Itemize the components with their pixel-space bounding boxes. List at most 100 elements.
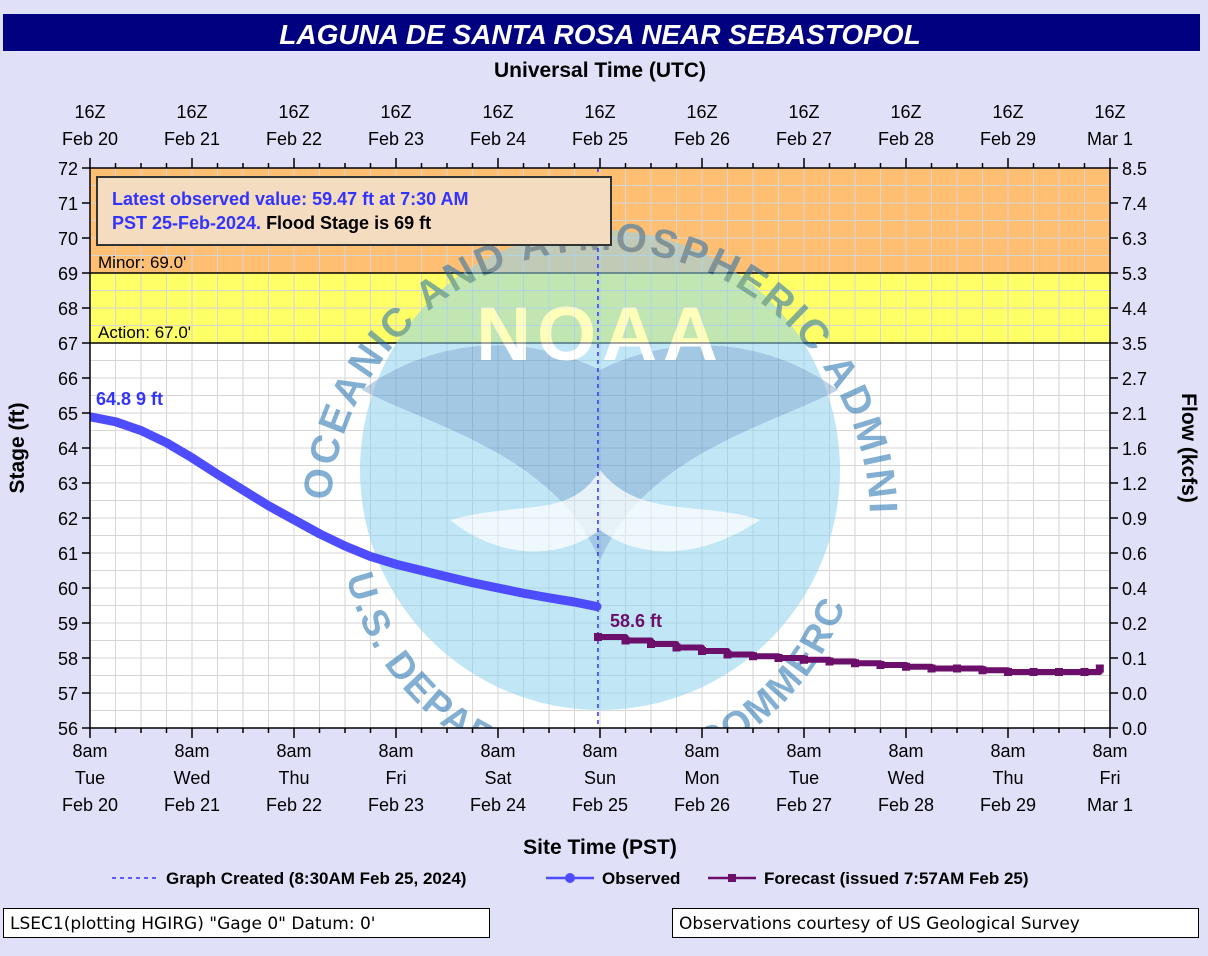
y-tick-label: 57 bbox=[58, 684, 78, 704]
bottom-tick-time: 8am bbox=[174, 741, 209, 761]
bottom-tick-date: Feb 29 bbox=[980, 795, 1036, 815]
observed-point bbox=[392, 560, 400, 569]
bottom-tick-time: 8am bbox=[582, 741, 617, 761]
observed-point bbox=[545, 593, 553, 602]
forecast-point bbox=[1055, 668, 1063, 676]
y2-tick-label: 2.7 bbox=[1122, 369, 1147, 389]
observed-point bbox=[592, 602, 601, 611]
bottom-tick-time: 8am bbox=[72, 741, 107, 761]
forecast-point bbox=[825, 657, 834, 666]
top-tick-time: 16Z bbox=[788, 102, 819, 122]
legend-graph-created: Graph Created (8:30AM Feb 25, 2024) bbox=[166, 869, 466, 888]
forecast-point bbox=[800, 655, 808, 664]
y-tick-label: 62 bbox=[58, 509, 78, 529]
bottom-tick-date: Feb 20 bbox=[62, 795, 118, 815]
info-box-line2-flood: Flood Stage is 69 ft bbox=[261, 213, 431, 233]
datum-note: LSEC1(plotting HGIRG) "Gage 0" Datum: 0' bbox=[3, 908, 490, 938]
legend-forecast-marker bbox=[728, 874, 736, 882]
y2-tick-label: 2.1 bbox=[1122, 404, 1147, 424]
legend-observed-marker bbox=[565, 873, 575, 883]
bottom-tick-date: Feb 28 bbox=[878, 795, 934, 815]
y2-tick-label: 7.4 bbox=[1122, 194, 1147, 214]
noaa-logo-gull bbox=[362, 345, 838, 560]
top-tick-time: 16Z bbox=[1094, 102, 1125, 122]
bottom-tick-date: Mar 1 bbox=[1087, 795, 1133, 815]
bottom-tick-time: 8am bbox=[480, 741, 515, 761]
y2-tick-label: 0.6 bbox=[1122, 544, 1147, 564]
top-tick-date: Feb 23 bbox=[368, 129, 424, 149]
forecast-point bbox=[749, 652, 757, 661]
info-box-frame bbox=[96, 176, 612, 246]
y-tick-label: 65 bbox=[58, 404, 78, 424]
bottom-tick-weekday: Sun bbox=[584, 768, 616, 788]
bottom-tick-time: 8am bbox=[276, 741, 311, 761]
chart-title: LAGUNA DE SANTA ROSA NEAR SEBASTOPOL bbox=[279, 19, 920, 50]
observed-point bbox=[111, 417, 120, 426]
right-axis-ticks: 0.0 0.0 0.1 0.2 0.4 0.6 0.9 1.2 1.6 2.1 2.7 3.5 4.4 5… bbox=[1110, 159, 1147, 739]
top-tick-time: 16Z bbox=[380, 102, 411, 122]
y2-tick-label: 5.3 bbox=[1122, 264, 1147, 284]
observed-point bbox=[519, 589, 528, 598]
legend-observed: Observed bbox=[602, 869, 680, 888]
noaa-logo-circle bbox=[360, 230, 840, 710]
left-axis-ticks: 56 57 58 59 60 61 62 63 64 65 66 67 68 69 70 71 72 bbox=[58, 159, 90, 739]
bottom-tick-weekday: Sat bbox=[484, 768, 511, 788]
y2-tick-label: 1.2 bbox=[1122, 474, 1147, 494]
bottom-tick-weekday: Thu bbox=[992, 768, 1023, 788]
top-tick-date: Feb 26 bbox=[674, 129, 730, 149]
forecast-point bbox=[672, 643, 681, 652]
bottom-tick-weekday: Thu bbox=[278, 768, 309, 788]
noaa-logo-center-text: NOAA bbox=[476, 292, 724, 377]
top-axis-ticks: 16Z Feb 20 16Z Feb 21 16Z Feb 22 16Z Feb 23 16Z F… bbox=[62, 102, 1133, 168]
y-tick-label: 68 bbox=[58, 299, 78, 319]
bottom-tick-date: Feb 27 bbox=[776, 795, 832, 815]
bottom-tick-weekday: Fri bbox=[386, 768, 407, 788]
y2-tick-label: 0.0 bbox=[1122, 684, 1147, 704]
y-tick-label: 56 bbox=[58, 719, 78, 739]
forecast-point bbox=[978, 666, 987, 675]
y2-tick-label: 0.1 bbox=[1122, 649, 1147, 669]
forecast-point bbox=[1080, 668, 1089, 676]
y2-tick-label: 3.5 bbox=[1122, 334, 1147, 354]
x-axis-label: Site Time (PST) bbox=[523, 836, 677, 859]
forecast-point bbox=[621, 636, 630, 645]
forecast-point bbox=[723, 650, 732, 659]
y-tick-label: 58 bbox=[58, 649, 78, 669]
y-tick-label: 70 bbox=[58, 229, 78, 249]
source-credit: Observations courtesy of US Geological S… bbox=[672, 908, 1199, 938]
forecast-point bbox=[876, 661, 885, 669]
forecast-point bbox=[1095, 664, 1104, 673]
y2-tick-label: 0.2 bbox=[1122, 614, 1147, 634]
forecast-point bbox=[953, 664, 961, 673]
y-tick-label: 71 bbox=[58, 194, 78, 214]
top-tick-date: Mar 1 bbox=[1087, 129, 1133, 149]
title-bar bbox=[3, 14, 1200, 51]
y-tick-label: 72 bbox=[58, 159, 78, 179]
forecast-point bbox=[593, 633, 602, 641]
y2-tick-label: 8.5 bbox=[1122, 159, 1147, 179]
observed-point bbox=[264, 501, 273, 510]
bottom-tick-time: 8am bbox=[684, 741, 719, 761]
y2-tick-label: 0.0 bbox=[1122, 719, 1147, 739]
observed-point bbox=[213, 470, 222, 479]
bottom-tick-date: Feb 21 bbox=[164, 795, 220, 815]
bottom-tick-weekday: Wed bbox=[888, 768, 925, 788]
forecast-point bbox=[927, 664, 936, 673]
y2-tick-label: 6.3 bbox=[1122, 229, 1147, 249]
bottom-tick-date: Feb 25 bbox=[572, 795, 628, 815]
bottom-tick-time: 8am bbox=[378, 741, 413, 761]
info-box-line2: PST 25-Feb-2024. Flood Stage is 69 ft bbox=[112, 213, 431, 233]
y-tick-label: 63 bbox=[58, 474, 78, 494]
top-tick-time: 16Z bbox=[890, 102, 921, 122]
bottom-tick-weekday: Tue bbox=[75, 768, 105, 788]
legend: Graph Created (8:30AM Feb 25, 2024) Obse… bbox=[112, 869, 1029, 888]
latest-observation-box: Latest observed value: 59.47 ft at 7:30 … bbox=[96, 176, 612, 246]
y-tick-label: 61 bbox=[58, 544, 78, 564]
y-tick-label: 67 bbox=[58, 334, 78, 354]
top-tick-time: 16Z bbox=[482, 102, 513, 122]
forecast-point bbox=[1029, 668, 1038, 676]
y-tick-label: 66 bbox=[58, 369, 78, 389]
bottom-tick-date: Feb 23 bbox=[368, 795, 424, 815]
bottom-tick-time: 8am bbox=[990, 741, 1025, 761]
